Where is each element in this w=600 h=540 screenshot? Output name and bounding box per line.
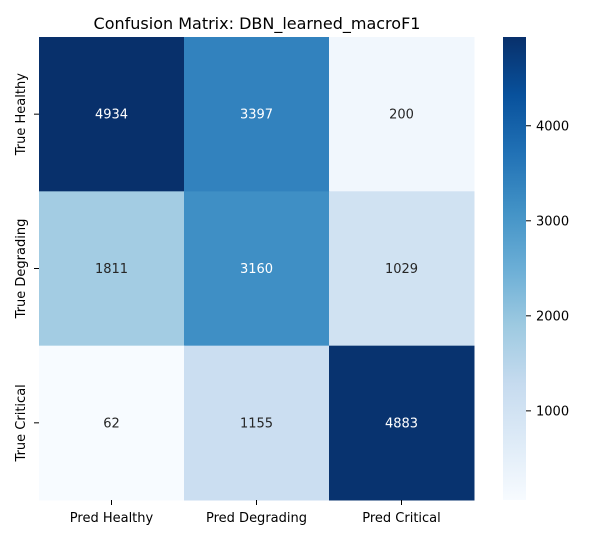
- heatmap-cell: [39, 345, 185, 501]
- cell-value-label: 4934: [95, 108, 128, 123]
- heatmap-cell: [184, 191, 330, 347]
- colorbar-tick-label: 3000: [536, 214, 569, 229]
- chart-title: Confusion Matrix: DBN_learned_macroF1: [94, 14, 421, 34]
- heatmap-cell: [184, 37, 330, 192]
- cell-value-label: 200: [389, 108, 414, 123]
- y-tick-label: True Degrading: [14, 219, 29, 320]
- cell-value-label: 3160: [240, 262, 273, 277]
- cell-value-label: 62: [103, 416, 120, 431]
- y-tick-label: True Critical: [14, 384, 29, 462]
- heatmap-cell: [184, 345, 330, 501]
- heatmap-cell: [39, 191, 185, 347]
- x-axis: Pred Healthy Pred Degrading Pred Critical: [70, 500, 441, 526]
- heatmap-cell: [39, 37, 185, 192]
- colorbar: 1000 2000 3000 4000: [503, 37, 569, 500]
- cell-value-label: 1811: [95, 262, 128, 277]
- cell-value-label: 1155: [240, 416, 273, 431]
- colorbar-tick-label: 2000: [536, 309, 569, 324]
- heatmap-cell: [329, 191, 475, 347]
- heatmap-cell-labels: 4934 3397 200 1811 3160 1029 62 1155 4883: [95, 108, 418, 432]
- x-tick-label: Pred Critical: [362, 511, 441, 526]
- cell-value-label: 3397: [240, 108, 273, 123]
- colorbar-tick-label: 4000: [536, 119, 569, 134]
- heatmap-cells: [39, 37, 475, 501]
- colorbar-tick-label: 1000: [536, 404, 569, 419]
- heatmap-cell: [329, 345, 475, 501]
- colorbar-gradient: [503, 37, 526, 500]
- x-tick-label: Pred Healthy: [70, 511, 154, 526]
- cell-value-label: 4883: [385, 416, 418, 431]
- y-tick-label: True Healthy: [14, 73, 29, 156]
- x-tick-label: Pred Degrading: [206, 511, 307, 526]
- cell-value-label: 1029: [385, 262, 418, 277]
- heatmap-cell: [329, 37, 475, 192]
- y-axis: True Healthy True Degrading True Critical: [14, 73, 39, 462]
